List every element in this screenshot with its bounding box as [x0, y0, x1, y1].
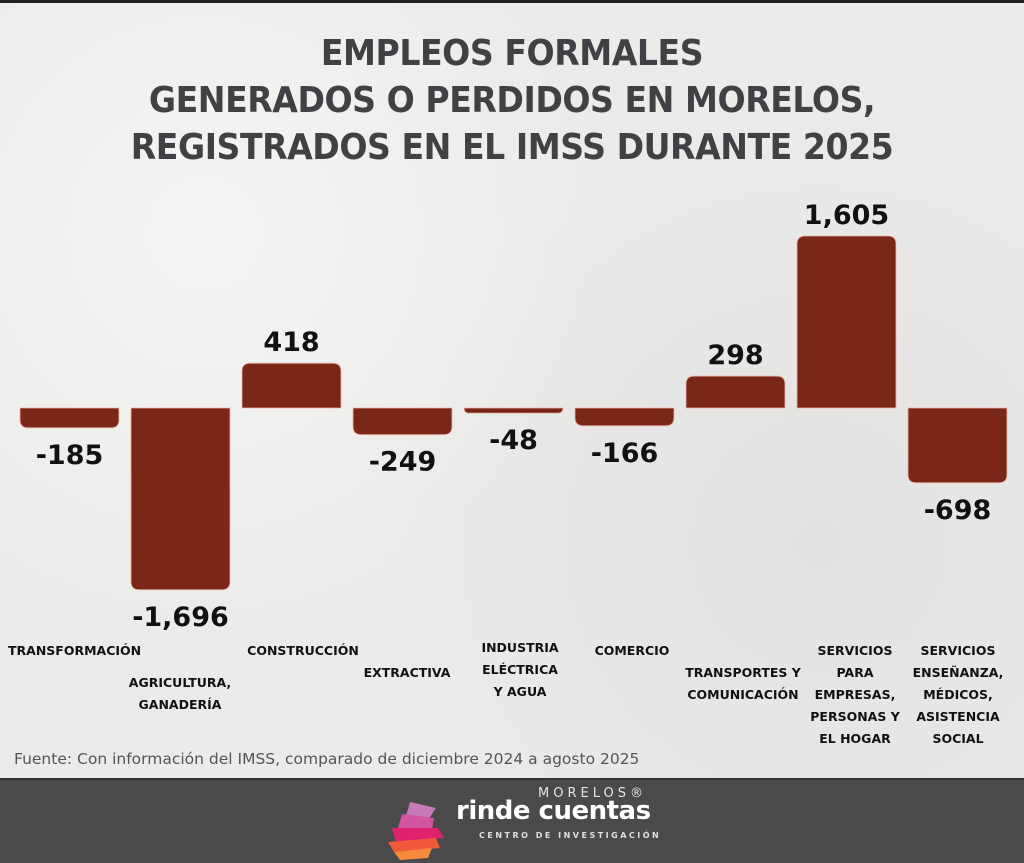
category-label-line: EXTRACTIVA — [363, 665, 451, 680]
category-label: AGRICULTURA, GANADERÍA — [110, 672, 250, 716]
category-label-line: INDUSTRIA — [481, 640, 559, 655]
footer-bar: MORELOS® rinde cuentas CENTRO DE INVESTI… — [0, 778, 1024, 863]
category-label-line: Y AGUA — [493, 684, 547, 699]
top-border — [0, 0, 1024, 3]
category-label-line: EL HOGAR — [819, 731, 891, 746]
bar — [130, 407, 231, 591]
bar — [907, 407, 1008, 484]
category-label-line: MÉDICOS, — [923, 687, 993, 702]
data-label: -1,696 — [132, 602, 229, 633]
category-label-line: ENSEÑANZA, — [912, 665, 1004, 680]
data-label: 1,605 — [804, 200, 889, 231]
category-label: INDUSTRIA ELÉCTRICA Y AGUA — [450, 637, 590, 703]
category-label-line: ASISTENCIA — [916, 709, 1000, 724]
category-label-line: SOCIAL — [932, 731, 984, 746]
category-label: COMERCIO — [562, 640, 702, 662]
category-label: EXTRACTIVA — [337, 662, 477, 684]
category-label-line: TRANSPORTES Y — [685, 665, 801, 680]
bar — [241, 362, 342, 409]
bar-chart: -185 -1,696 418 -249 -48 -166 298 1,605 -698 — [19, 200, 1008, 633]
category-label-line: COMERCIO — [594, 643, 670, 658]
category-label: SERVICIOS PARA EMPRESAS, PERSONAS Y EL HOGAR — [785, 640, 925, 750]
category-label: CONSTRUCCIÓN — [233, 640, 373, 662]
category-label-line: SERVICIOS — [920, 643, 996, 658]
data-label: -48 — [489, 425, 538, 456]
title-line-1: EMPLEOS FORMALES — [320, 33, 704, 74]
category-label-line: PARA — [836, 665, 874, 680]
bar — [352, 407, 453, 436]
chart-title: EMPLEOS FORMALES GENERADOS O PERDIDOS EN… — [41, 30, 983, 171]
category-label: TRANSPORTES Y COMUNICACIÓN — [673, 662, 813, 706]
bar — [19, 407, 120, 429]
bar — [796, 235, 897, 409]
brand-morelos: MORELOS® — [538, 786, 647, 801]
source-note: Fuente: Con información del IMSS, compar… — [14, 750, 640, 768]
data-label: -249 — [369, 447, 437, 478]
brand-subtitle: CENTRO DE INVESTIGACIÓN — [479, 831, 662, 840]
category-label-line: GANADERÍA — [138, 697, 222, 712]
data-label: -166 — [591, 438, 659, 469]
bar — [574, 407, 675, 427]
data-label: -698 — [924, 495, 992, 526]
data-label: 298 — [707, 340, 763, 371]
logo-flower-icon — [388, 802, 444, 860]
category-label-line: ELÉCTRICA — [482, 662, 558, 677]
category-label-line: AGRICULTURA, — [128, 675, 232, 690]
title-line-2: GENERADOS O PERDIDOS EN MORELOS, — [148, 80, 876, 121]
bar — [685, 375, 786, 409]
category-label: SERVICIOS ENSEÑANZA, MÉDICOS, ASISTENCIA SOC… — [888, 640, 1024, 750]
category-label: TRANSFORMACIÓN — [8, 640, 141, 662]
bar — [463, 407, 564, 414]
category-label-line: SERVICIOS — [817, 643, 893, 658]
category-label-line: CONSTRUCCIÓN — [247, 643, 359, 658]
data-label: 418 — [263, 327, 319, 358]
category-label-line: PERSONAS Y — [810, 709, 900, 724]
category-label-line: COMUNICACIÓN — [687, 687, 799, 702]
category-label-line: TRANSFORMACIÓN — [8, 643, 142, 658]
data-label: -185 — [36, 440, 104, 471]
category-label-line: EMPRESAS, — [814, 687, 896, 702]
brand-rinde-cuentas: rinde cuentas — [456, 796, 651, 826]
title-line-3: REGISTRADOS EN EL IMSS DURANTE 2025 — [130, 127, 894, 168]
